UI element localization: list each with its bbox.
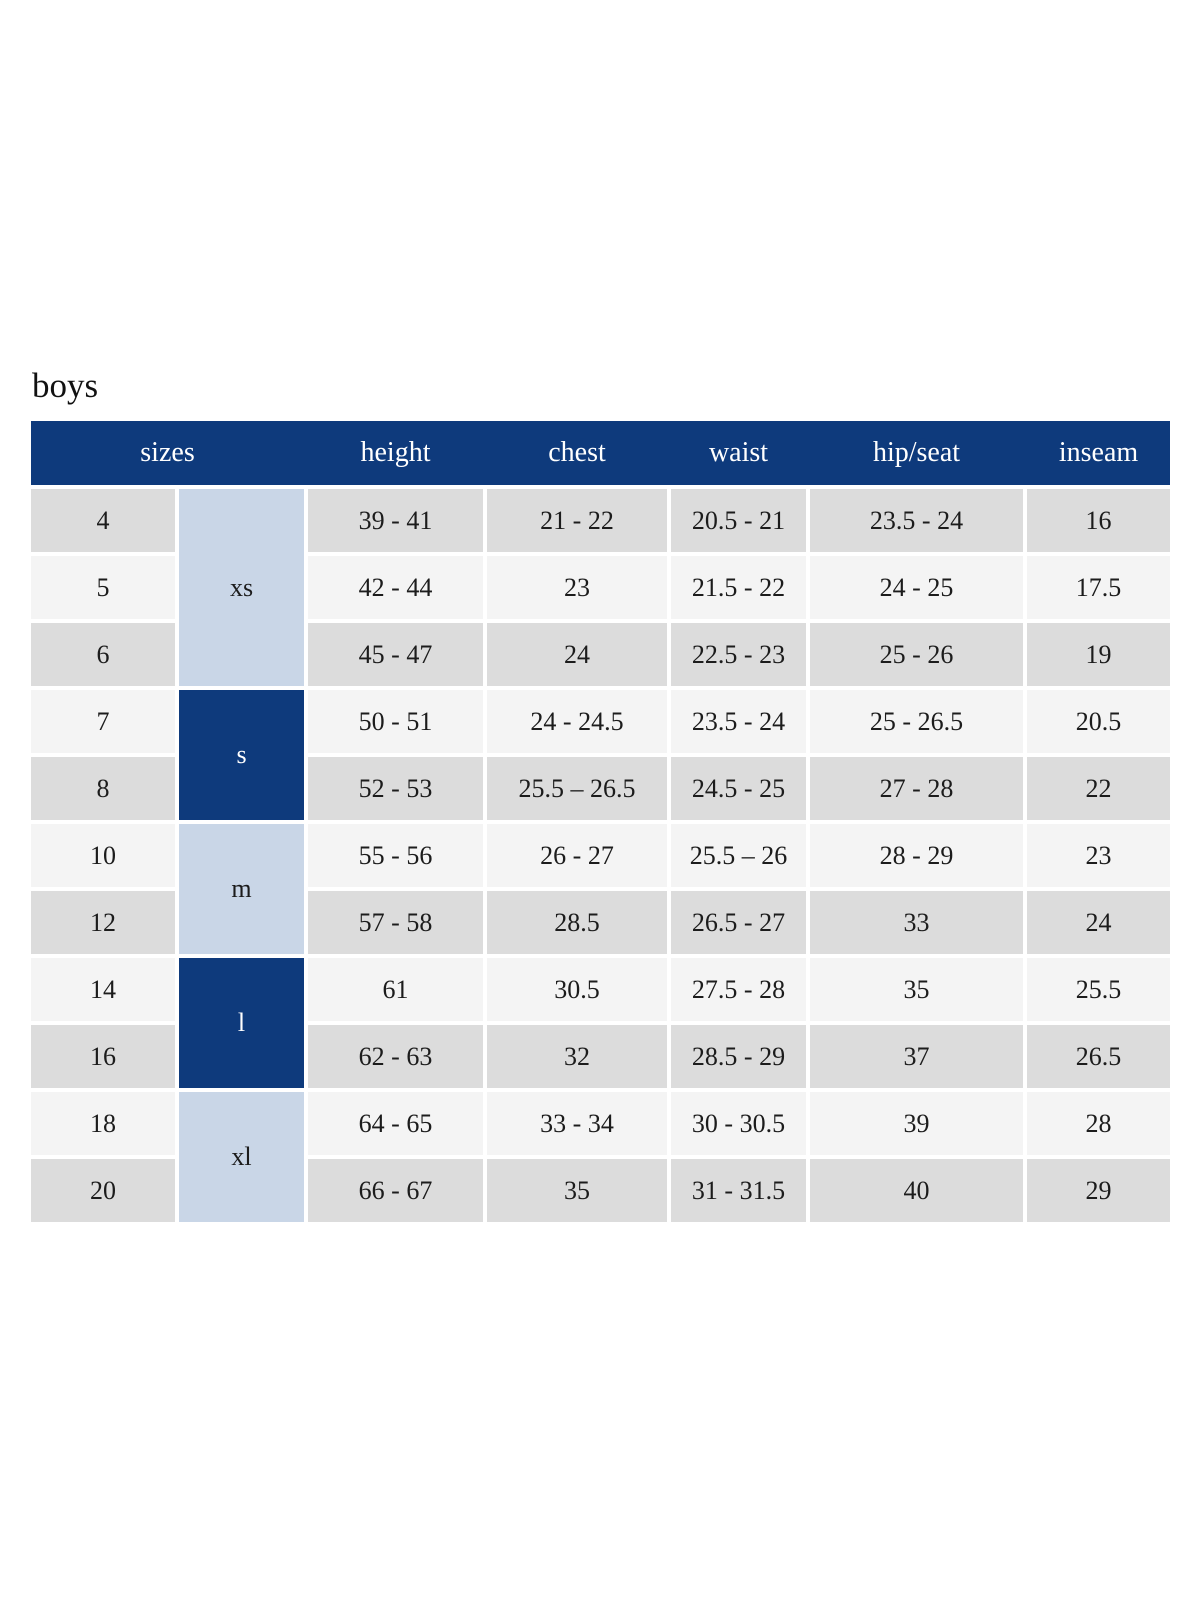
height-cell: 45 - 47 xyxy=(308,623,483,687)
size-cell: 8 xyxy=(31,757,175,821)
hip-seat-cell: 28 - 29 xyxy=(810,824,1023,888)
chest-cell: 28.5 xyxy=(487,891,667,955)
size-cell: 16 xyxy=(31,1025,175,1089)
waist-cell: 28.5 - 29 xyxy=(671,1025,806,1089)
height-cell: 62 - 63 xyxy=(308,1025,483,1089)
hip-seat-cell: 24 - 25 xyxy=(810,556,1023,620)
page-title: boys xyxy=(32,366,99,405)
height-cell: 42 - 44 xyxy=(308,556,483,620)
waist-cell: 20.5 - 21 xyxy=(671,489,806,553)
waist-cell: 23.5 - 24 xyxy=(671,690,806,754)
waist-cell: 24.5 - 25 xyxy=(671,757,806,821)
chest-cell: 24 xyxy=(487,623,667,687)
size-cell: 18 xyxy=(31,1092,175,1156)
height-cell: 66 - 67 xyxy=(308,1159,483,1223)
waist-cell: 27.5 - 28 xyxy=(671,958,806,1022)
column-header-sizes: sizes xyxy=(140,437,195,469)
hip-seat-cell: 25 - 26 xyxy=(810,623,1023,687)
inseam-cell: 28 xyxy=(1027,1092,1170,1156)
inseam-cell: 25.5 xyxy=(1027,958,1170,1022)
height-cell: 50 - 51 xyxy=(308,690,483,754)
waist-cell: 26.5 - 27 xyxy=(671,891,806,955)
hip-seat-cell: 23.5 - 24 xyxy=(810,489,1023,553)
size-group-cell: xl xyxy=(179,1092,304,1223)
table-body: 4 xs 39 - 41 21 - 22 20.5 - 21 23.5 - 24 16 5 42… xyxy=(31,489,1170,1223)
hip-seat-cell: 35 xyxy=(810,958,1023,1022)
size-cell: 4 xyxy=(31,489,175,553)
size-cell: 7 xyxy=(31,690,175,754)
inseam-cell: 17.5 xyxy=(1027,556,1170,620)
inseam-cell: 20.5 xyxy=(1027,690,1170,754)
inseam-cell: 16 xyxy=(1027,489,1170,553)
inseam-cell: 26.5 xyxy=(1027,1025,1170,1089)
waist-cell: 25.5 – 26 xyxy=(671,824,806,888)
size-group-cell: xs xyxy=(179,489,304,687)
hip-seat-cell: 33 xyxy=(810,891,1023,955)
inseam-cell: 24 xyxy=(1027,891,1170,955)
height-cell: 55 - 56 xyxy=(308,824,483,888)
size-cell: 6 xyxy=(31,623,175,687)
column-header-chest: chest xyxy=(548,437,606,469)
column-header-waist: waist xyxy=(708,437,769,469)
height-cell: 64 - 65 xyxy=(308,1092,483,1156)
chest-cell: 33 - 34 xyxy=(487,1092,667,1156)
size-group-cell: l xyxy=(179,958,304,1089)
inseam-cell: 23 xyxy=(1027,824,1170,888)
height-cell: 61 xyxy=(308,958,483,1022)
chest-cell: 24 - 24.5 xyxy=(487,690,667,754)
column-header-inseam: inseam xyxy=(1058,437,1139,469)
height-cell: 39 - 41 xyxy=(308,489,483,553)
hip-seat-cell: 25 - 26.5 xyxy=(810,690,1023,754)
inseam-cell: 29 xyxy=(1027,1159,1170,1223)
chest-cell: 26 - 27 xyxy=(487,824,667,888)
chest-cell: 32 xyxy=(487,1025,667,1089)
height-cell: 57 - 58 xyxy=(308,891,483,955)
height-cell: 52 - 53 xyxy=(308,757,483,821)
size-cell: 14 xyxy=(31,958,175,1022)
hip-seat-cell: 27 - 28 xyxy=(810,757,1023,821)
size-group-cell: m xyxy=(179,824,304,955)
waist-cell: 30 - 30.5 xyxy=(671,1092,806,1156)
chest-cell: 23 xyxy=(487,556,667,620)
waist-cell: 21.5 - 22 xyxy=(671,556,806,620)
table-header-row: sizes height chest waist hip/seat inseam xyxy=(31,421,1170,486)
inseam-cell: 19 xyxy=(1027,623,1170,687)
size-chart-section: boys sizes height chest waist hip/seat i… xyxy=(31,366,1170,1223)
size-cell: 12 xyxy=(31,891,175,955)
column-header-hip-seat: hip/seat xyxy=(872,437,961,469)
size-cell: 10 xyxy=(31,824,175,888)
hip-seat-cell: 39 xyxy=(810,1092,1023,1156)
inseam-cell: 22 xyxy=(1027,757,1170,821)
size-group-cell: s xyxy=(179,690,304,821)
size-cell: 5 xyxy=(31,556,175,620)
chest-cell: 25.5 – 26.5 xyxy=(487,757,667,821)
waist-cell: 31 - 31.5 xyxy=(671,1159,806,1223)
chest-cell: 21 - 22 xyxy=(487,489,667,553)
hip-seat-cell: 37 xyxy=(810,1025,1023,1089)
hip-seat-cell: 40 xyxy=(810,1159,1023,1223)
chest-cell: 35 xyxy=(487,1159,667,1223)
chest-cell: 30.5 xyxy=(487,958,667,1022)
waist-cell: 22.5 - 23 xyxy=(671,623,806,687)
column-header-height: height xyxy=(360,437,431,469)
size-cell: 20 xyxy=(31,1159,175,1223)
